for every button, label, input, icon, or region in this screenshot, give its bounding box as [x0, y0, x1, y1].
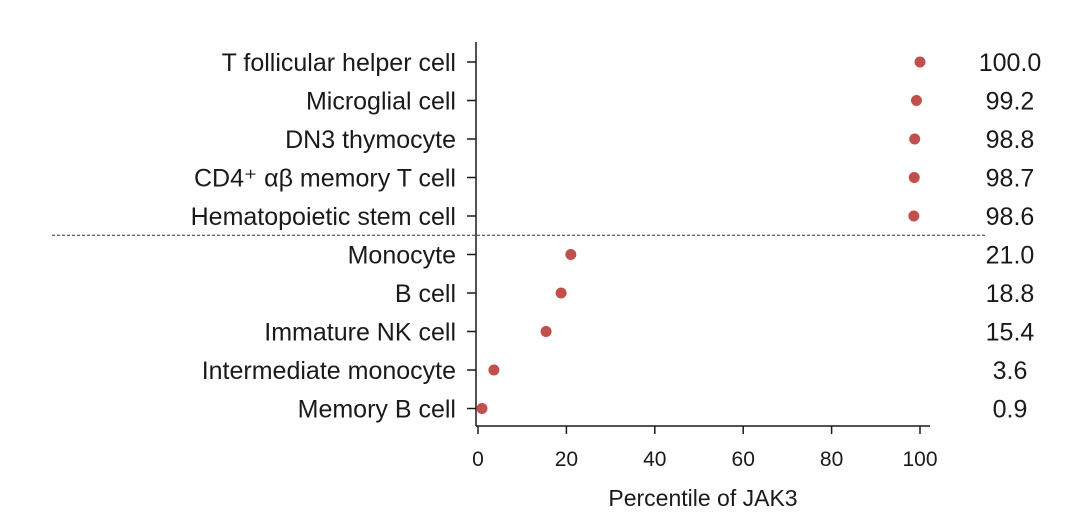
x-tick-label: 40 [643, 448, 666, 471]
data-point [910, 95, 922, 106]
x-tick-label: 20 [555, 448, 578, 471]
x-tick-label: 100 [902, 448, 937, 471]
data-point [909, 133, 921, 145]
value-label: 98.8 [986, 126, 1035, 154]
x-axis: 0 20 40 60 80 100 [472, 425, 938, 471]
data-point [488, 364, 500, 376]
y-axis [467, 42, 477, 426]
category-label: Microglial cell [306, 88, 456, 116]
data-point [914, 56, 926, 68]
x-tick-label: 60 [732, 448, 755, 471]
category-label: CD4⁺ αβ memory T cell [194, 165, 456, 193]
value-label: 99.2 [986, 88, 1035, 116]
value-label: 0.9 [993, 396, 1028, 424]
value-label: 3.6 [993, 357, 1028, 385]
data-point [540, 326, 552, 337]
data-point [555, 287, 567, 299]
value-label: 18.8 [986, 280, 1035, 308]
category-labels: T follicular helper cell Microglial cell D… [191, 49, 456, 424]
category-label: Immature NK cell [264, 319, 456, 347]
data-point [476, 403, 488, 414]
x-axis-title: Percentile of JAK3 [608, 485, 797, 511]
value-label: 15.4 [986, 319, 1035, 347]
value-label: 100.0 [979, 49, 1042, 77]
data-point [908, 210, 920, 222]
category-label: T follicular helper cell [222, 49, 456, 77]
data-point [908, 172, 920, 183]
category-label: B cell [395, 280, 456, 308]
data-point [565, 249, 577, 260]
value-label: 21.0 [986, 242, 1035, 270]
value-labels: 100.0 99.2 98.8 98.7 98.6 21.0 18.8 15.4 3.6 0.9 [979, 49, 1042, 424]
x-tick-label: 0 [472, 448, 484, 471]
category-label: Hematopoietic stem cell [191, 203, 456, 231]
data-points [476, 56, 926, 414]
category-label: Monocyte [348, 242, 456, 270]
value-label: 98.7 [986, 165, 1035, 193]
category-label: DN3 thymocyte [285, 126, 456, 154]
category-label: Intermediate monocyte [202, 357, 456, 385]
category-label: Memory B cell [298, 396, 456, 424]
x-tick-label: 80 [820, 448, 843, 471]
value-label: 98.6 [986, 203, 1035, 231]
